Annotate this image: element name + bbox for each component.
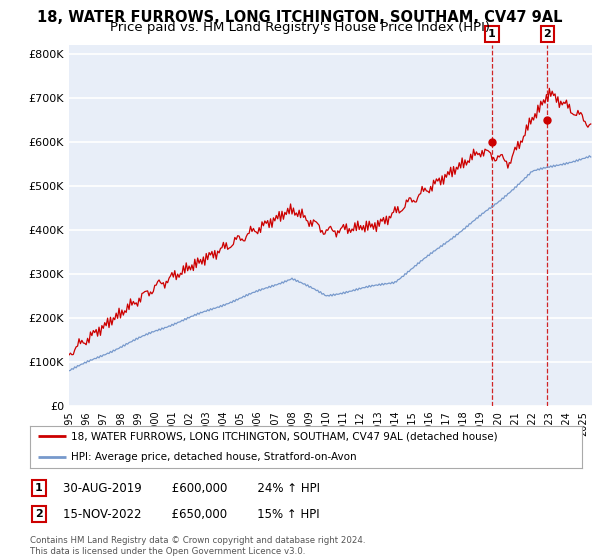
Text: 30-AUG-2019        £600,000        24% ↑ HPI: 30-AUG-2019 £600,000 24% ↑ HPI [63,482,320,495]
Text: 18, WATER FURROWS, LONG ITCHINGTON, SOUTHAM, CV47 9AL (detached house): 18, WATER FURROWS, LONG ITCHINGTON, SOUT… [71,431,498,441]
Text: Price paid vs. HM Land Registry's House Price Index (HPI): Price paid vs. HM Land Registry's House … [110,21,490,34]
Text: 1: 1 [35,483,43,493]
Text: 2: 2 [544,29,551,39]
Text: Contains HM Land Registry data © Crown copyright and database right 2024.
This d: Contains HM Land Registry data © Crown c… [30,536,365,556]
Text: 18, WATER FURROWS, LONG ITCHINGTON, SOUTHAM, CV47 9AL: 18, WATER FURROWS, LONG ITCHINGTON, SOUT… [37,10,563,25]
Text: 1: 1 [488,29,496,39]
Text: 2: 2 [35,509,43,519]
Text: 15-NOV-2022        £650,000        15% ↑ HPI: 15-NOV-2022 £650,000 15% ↑ HPI [63,507,320,521]
Text: HPI: Average price, detached house, Stratford-on-Avon: HPI: Average price, detached house, Stra… [71,452,357,462]
